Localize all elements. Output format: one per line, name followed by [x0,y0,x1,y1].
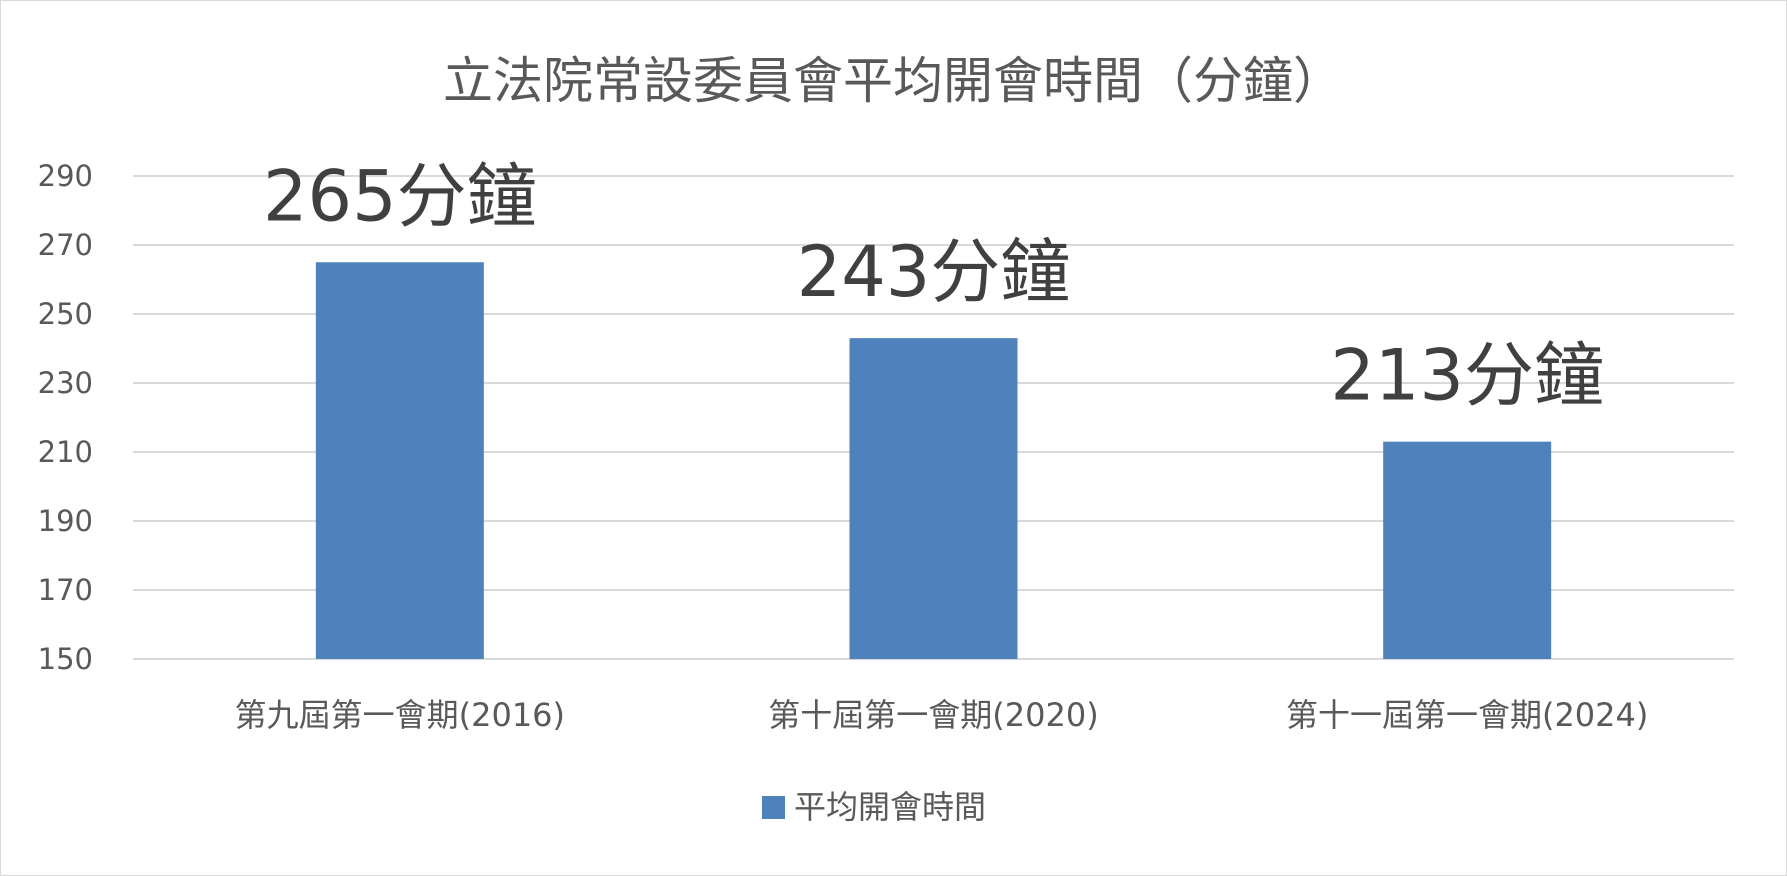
y-tick-label: 170 [38,573,93,607]
bar [315,262,484,659]
x-tick-label: 第十屆第一會期(2020) [768,696,1098,734]
data-label: 265分鐘 [263,155,537,237]
x-tick-label: 第十一屆第一會期(2024) [1286,696,1648,734]
y-tick-label: 250 [38,297,93,331]
x-tick-label: 第九屆第一會期(2016) [235,696,565,734]
bar [849,338,1018,659]
y-tick-label: 230 [38,366,93,400]
legend-entry-label: 平均開會時間 [794,788,986,826]
x-axis-categories: 第九屆第一會期(2016) 第十屆第一會期(2020) 第十一屆第一會期(2024) [235,696,1649,734]
data-label: 243分鐘 [797,231,1071,313]
legend-swatch [762,796,785,819]
data-labels: 265分鐘 243分鐘 213分鐘 [263,155,1604,416]
y-axis-ticks: 150 170 190 210 230 250 270 290 [38,159,93,676]
legend: 平均開會時間 [762,788,986,826]
y-tick-label: 270 [38,228,93,262]
y-tick-label: 150 [38,642,93,676]
bar [1383,441,1552,659]
y-tick-label: 190 [38,504,93,538]
data-label: 213分鐘 [1330,335,1604,417]
y-tick-label: 290 [38,159,93,193]
bars [315,262,1552,659]
y-tick-label: 210 [38,435,93,469]
chart-title: 立法院常設委員會平均開會時間（分鐘） [443,52,1343,110]
